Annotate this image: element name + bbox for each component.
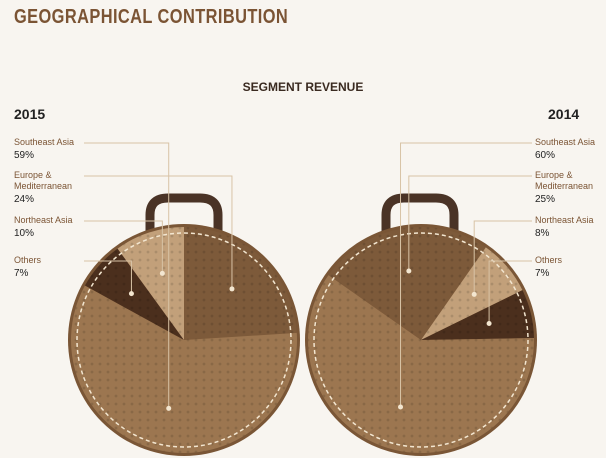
value-label: 24% bbox=[14, 194, 35, 205]
slice-texture bbox=[421, 247, 523, 340]
slice-texture bbox=[117, 227, 184, 340]
legend-label: Northeast Asia bbox=[535, 215, 594, 225]
value-label: 60% bbox=[535, 150, 556, 161]
leader-line bbox=[400, 142, 532, 407]
legend-label: Northeast Asia bbox=[14, 215, 73, 225]
leader-line bbox=[473, 220, 532, 295]
legend-label: Southeast Asia bbox=[535, 137, 596, 147]
value-label: 7% bbox=[535, 268, 550, 279]
leader-dot bbox=[166, 405, 172, 411]
value-label: 8% bbox=[535, 228, 550, 239]
slice-texture bbox=[184, 227, 297, 340]
leader-line bbox=[84, 142, 170, 409]
value-label: 25% bbox=[535, 194, 556, 205]
stitching bbox=[76, 232, 292, 448]
legend-label: Southeast Asia bbox=[14, 137, 75, 147]
handle bbox=[145, 193, 223, 240]
slice-texture bbox=[328, 227, 486, 340]
leader-dot bbox=[471, 291, 477, 297]
value-label: 59% bbox=[14, 150, 35, 161]
handle bbox=[381, 193, 459, 240]
legend-label: Others bbox=[535, 255, 563, 265]
value-label: 7% bbox=[14, 268, 29, 279]
slice-texture bbox=[84, 248, 184, 340]
subtitle: SEGMENT REVENUE bbox=[242, 80, 364, 94]
stitching bbox=[313, 232, 529, 448]
value-label: 10% bbox=[14, 228, 35, 239]
leader-line bbox=[488, 260, 532, 324]
legend-label: Europe & Mediterranean bbox=[535, 170, 594, 191]
leader-dot bbox=[128, 291, 134, 297]
leader-dot bbox=[398, 404, 404, 410]
leader-line bbox=[84, 175, 233, 289]
slice-texture bbox=[308, 275, 534, 453]
leader-line bbox=[84, 220, 163, 274]
legend-label: Europe & Mediterranean bbox=[14, 170, 73, 191]
leader-line bbox=[84, 260, 132, 294]
page-title: GEOGRAPHICAL CONTRIBUTION bbox=[14, 6, 289, 28]
leader-dot bbox=[159, 270, 165, 276]
leader-dot bbox=[486, 321, 492, 327]
leader-dot bbox=[406, 268, 412, 274]
leader-dot bbox=[229, 286, 235, 292]
legend-label: Others bbox=[14, 255, 42, 265]
slice-texture bbox=[421, 290, 534, 340]
leader-line bbox=[408, 175, 532, 272]
slice-texture bbox=[70, 285, 297, 454]
chart-title: 2014 bbox=[548, 106, 580, 122]
chart-title: 2015 bbox=[14, 106, 46, 122]
